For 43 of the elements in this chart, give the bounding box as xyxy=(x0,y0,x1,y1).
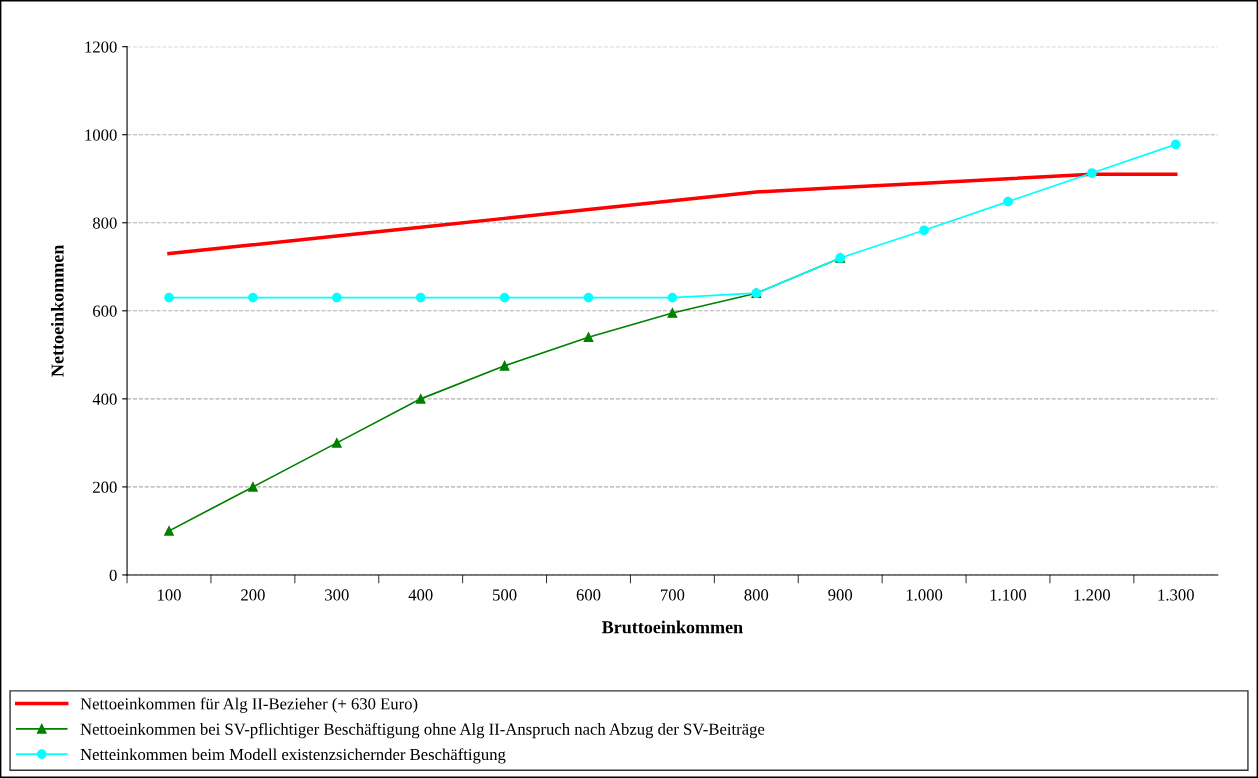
point xyxy=(248,292,258,303)
point xyxy=(164,526,174,536)
x-tick-label: 1.000 xyxy=(906,589,943,601)
point xyxy=(1087,168,1097,178)
y-tick-label: 1000 xyxy=(85,129,117,141)
legend-label: Netteinkommen beim Modell existenzsichernder Beschäftigung xyxy=(80,748,506,764)
point xyxy=(1170,139,1181,150)
point xyxy=(667,308,678,318)
x-tick-label: 300 xyxy=(325,589,349,601)
legend-label: Nettoeinkommen für Alg II-Bezieher (+ 630 Euro) xyxy=(80,697,418,713)
y-axis-title: Nettoeinkommen xyxy=(50,244,64,377)
x-tick-label: 600 xyxy=(576,589,601,601)
point xyxy=(919,225,929,236)
x-axis-title: Bruttoeinkommen xyxy=(601,620,743,634)
point xyxy=(415,393,426,404)
x-tick-label: 200 xyxy=(241,589,265,601)
point xyxy=(415,292,426,303)
x-tick-label: 700 xyxy=(661,589,685,601)
point xyxy=(331,438,342,448)
point xyxy=(499,292,510,303)
legend-label: Nettoeinkommen bei SV-pflichtiger Beschäftigung ohne Alg II-Anspruch nach Abzug der SV-Beiträge xyxy=(80,722,765,739)
y-tick-label: 1200 xyxy=(85,41,117,53)
x-tick-label: 100 xyxy=(157,589,181,601)
y-tick-label: 800 xyxy=(92,217,117,229)
y-tick-label: 0 xyxy=(109,569,117,581)
y-tick-label: 600 xyxy=(93,305,117,317)
x-tick-label: 1.300 xyxy=(1158,589,1194,601)
point xyxy=(331,292,342,303)
x-tick-label: 500 xyxy=(493,589,517,601)
x-tick-label: 900 xyxy=(828,589,853,601)
y-tick-label: 200 xyxy=(93,481,117,493)
point xyxy=(1003,196,1013,207)
point xyxy=(583,332,594,343)
y-tick-label: 400 xyxy=(92,393,117,405)
point xyxy=(164,292,174,303)
x-tick-label: 400 xyxy=(408,589,433,601)
x-tick-label: 1.100 xyxy=(990,589,1027,601)
x-tick-label: 800 xyxy=(744,589,769,601)
point xyxy=(499,360,510,371)
x-tick-label: 1.200 xyxy=(1074,589,1111,601)
point xyxy=(583,292,594,303)
point xyxy=(667,292,678,303)
point xyxy=(248,482,258,492)
